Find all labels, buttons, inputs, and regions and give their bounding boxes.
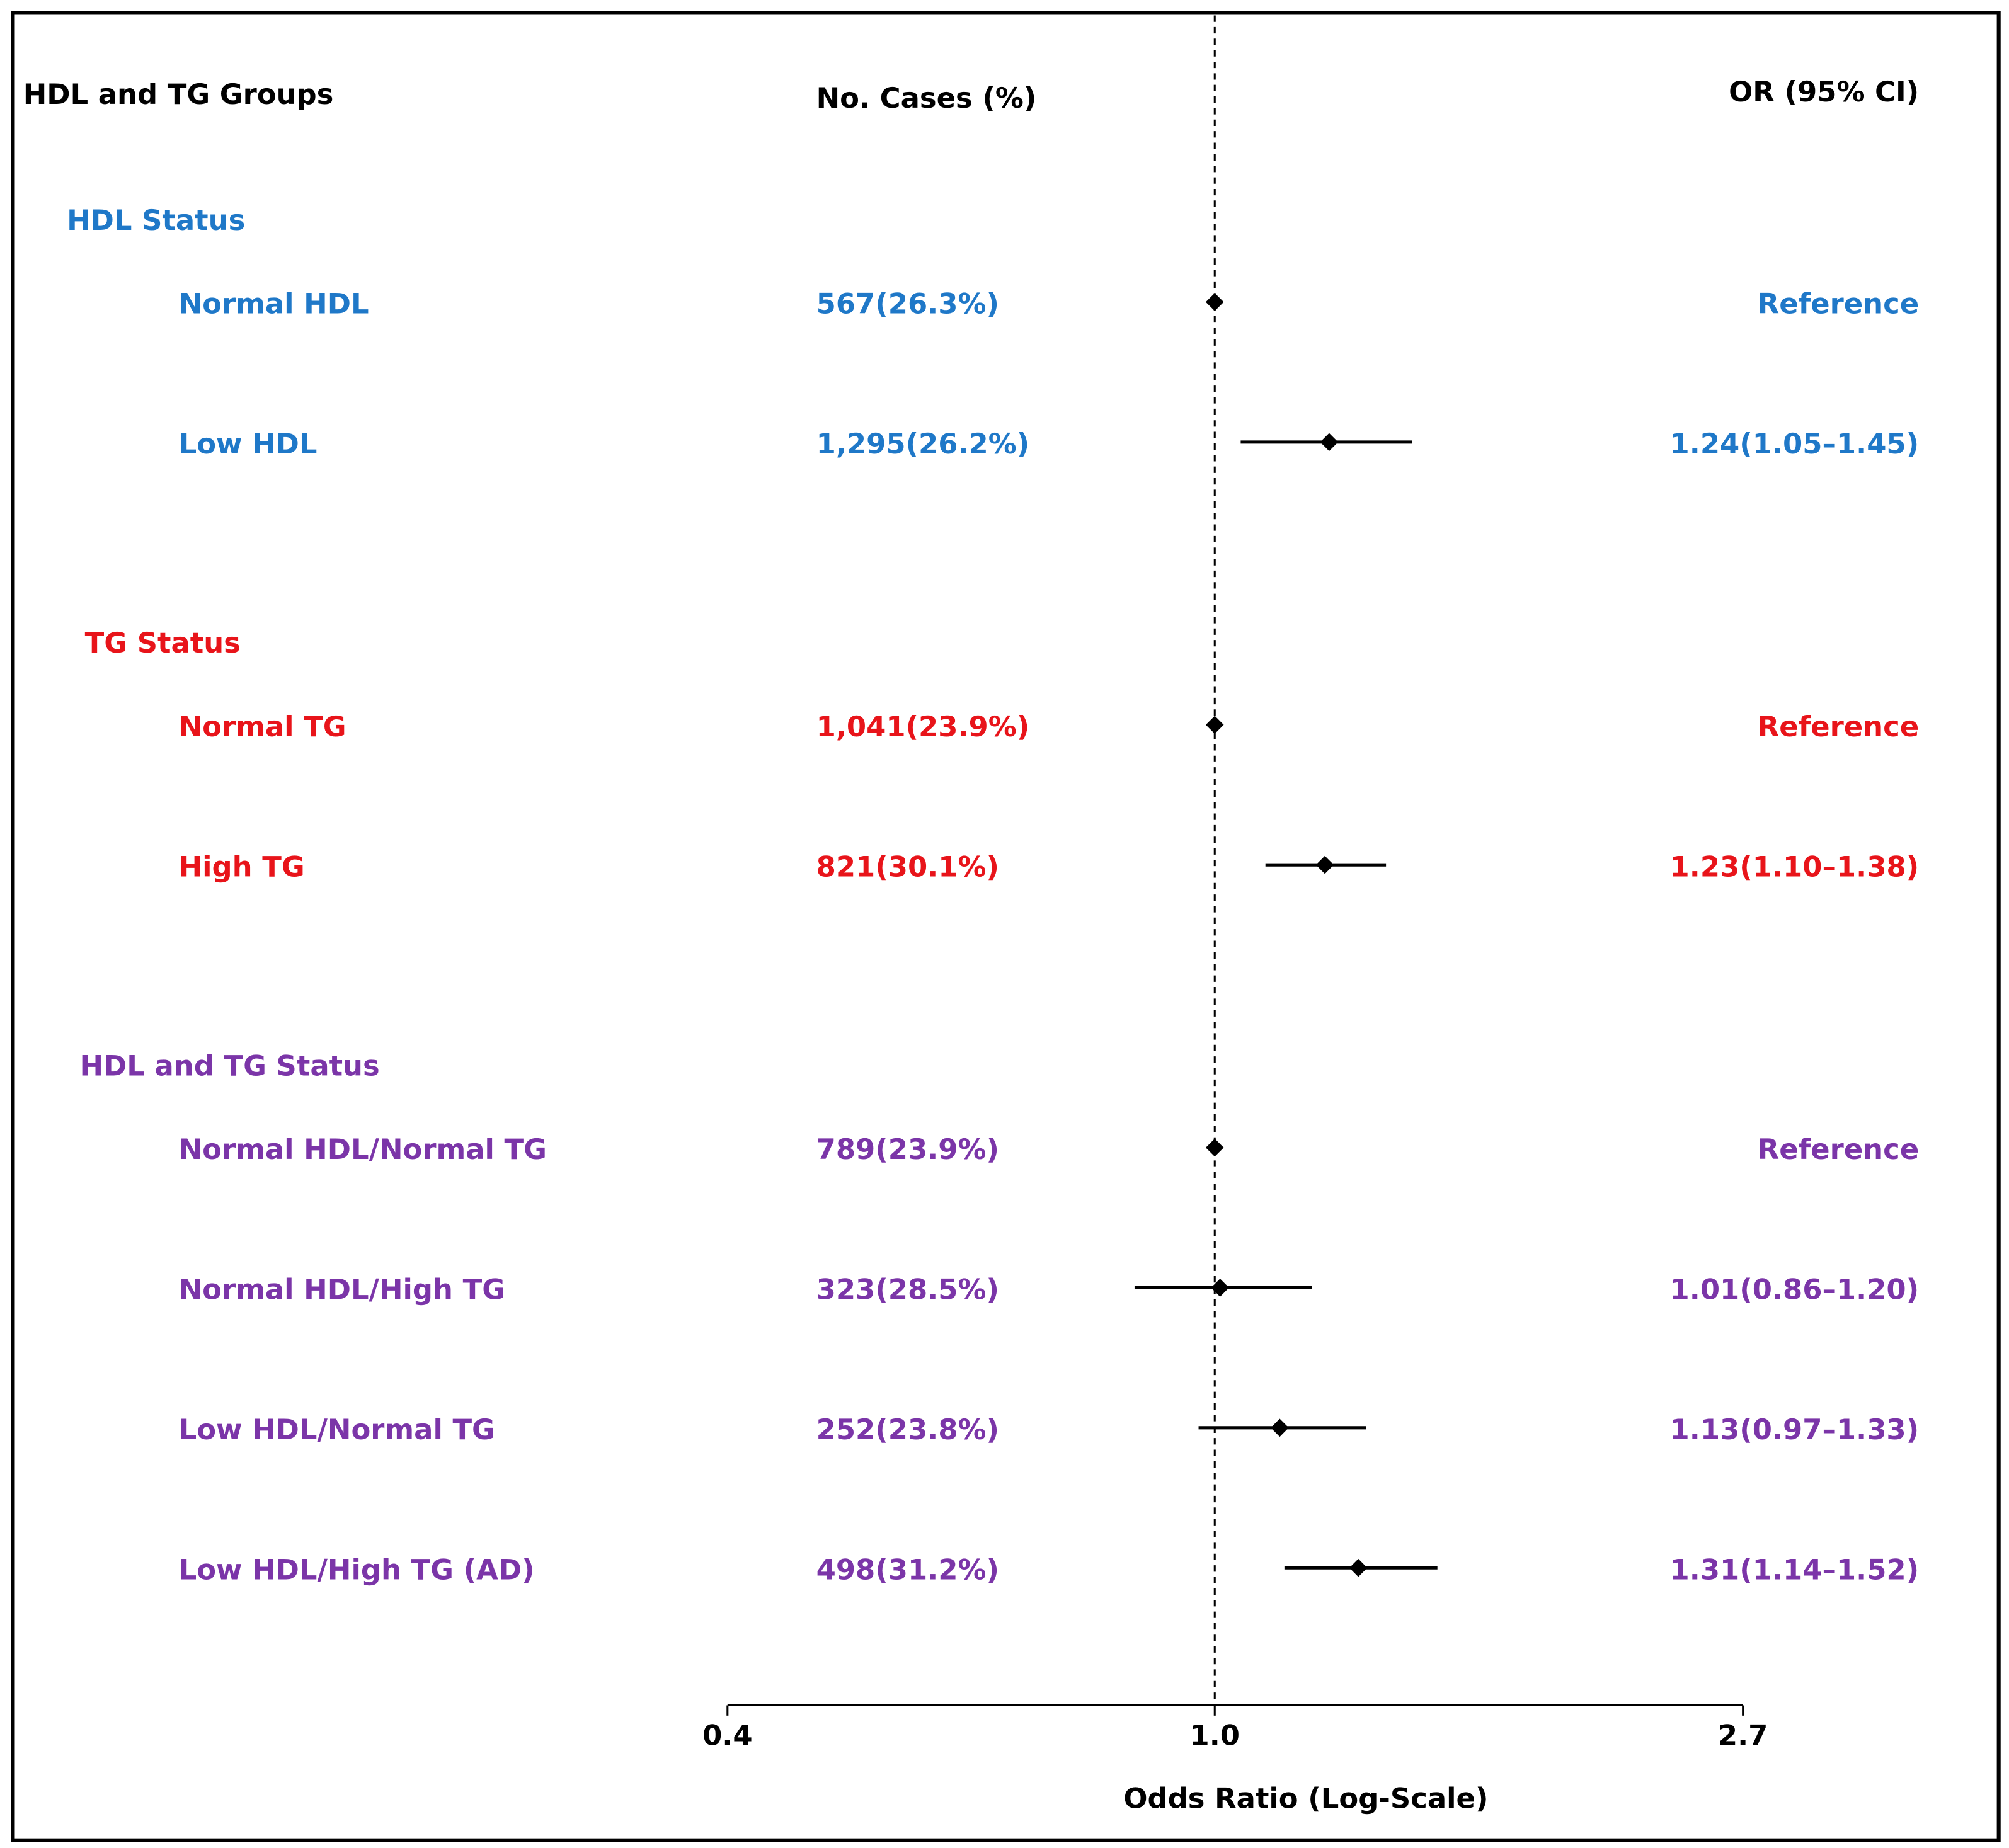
group-column-header: HDL and TG Groups [23,77,334,111]
row-estimate: Reference [1758,287,1920,321]
x-tick-label: 1.0 [1190,1719,1240,1752]
row-estimate: 1.13(0.97–1.33) [1670,1413,1920,1446]
row-label: Low HDL [179,427,318,460]
row-label: Normal HDL/Normal TG [179,1132,547,1166]
row-label: Normal HDL [179,287,369,321]
row-estimate: 1.24(1.05–1.45) [1670,427,1920,460]
row-label: Low HDL/High TG (AD) [179,1553,535,1586]
row-cases: 821(30.1%) [816,850,999,883]
row-cases: 1,295(26.2%) [816,427,1030,460]
cases-column-header: No. Cases (%) [816,81,1037,115]
row-cases: 789(23.9%) [816,1132,999,1166]
estimate-marker [1205,293,1224,311]
estimate-marker [1320,433,1339,452]
group-header: HDL Status [67,203,245,237]
x-axis-title: Odds Ratio (Log-Scale) [1123,1781,1488,1815]
row-estimate: 1.23(1.10–1.38) [1670,850,1920,883]
estimate-marker [1211,1279,1229,1297]
row-cases: 498(31.2%) [816,1553,999,1586]
row-cases: 567(26.3%) [816,287,999,321]
row-label: Normal TG [179,710,346,743]
estimate-marker [1349,1558,1368,1577]
group-header: HDL and TG Status [79,1049,379,1083]
row-label: High TG [179,850,305,883]
row-estimate: Reference [1758,1132,1920,1166]
row-cases: 252(23.8%) [816,1413,999,1446]
x-tick-label: 2.7 [1718,1719,1768,1752]
estimate-marker [1205,716,1224,734]
frame [11,11,2001,1842]
row-estimate: 1.31(1.14–1.52) [1670,1553,1920,1586]
estimate-marker [1205,1138,1224,1157]
row-estimate: Reference [1758,710,1920,743]
row-label: Low HDL/Normal TG [179,1413,495,1446]
estimate-marker [1271,1418,1289,1437]
x-tick-label: 0.4 [702,1719,753,1752]
estimate-column-header: OR (95% CI) [1729,75,1919,108]
row-estimate: 1.01(0.86–1.20) [1670,1273,1920,1306]
row-cases: 323(28.5%) [816,1273,999,1306]
row-label: Normal HDL/High TG [179,1273,505,1306]
row-cases: 1,041(23.9%) [816,710,1030,743]
estimate-marker [1315,855,1334,874]
group-header: TG Status [85,626,241,659]
